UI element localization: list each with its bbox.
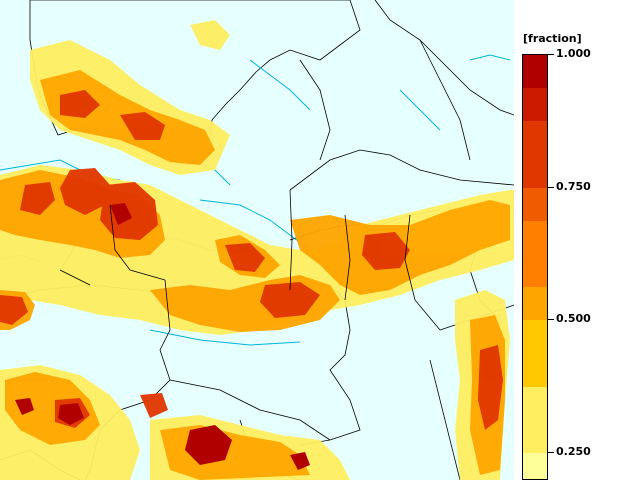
- colorbar-band: [523, 453, 547, 479]
- legend-title: [fraction]: [523, 32, 582, 45]
- colorbar-band: [523, 88, 547, 122]
- country-borders: [59, 189, 441, 351]
- colorbar-band: [523, 220, 547, 288]
- cloud-fraction-map: [0, 0, 514, 480]
- colorbar-tick-label: 0.750: [556, 179, 591, 193]
- colorbar-tick-label: 1.000: [556, 47, 591, 60]
- colorbar-band: [523, 287, 547, 321]
- colorbar-tick-label: 0.250: [556, 445, 591, 458]
- colorbar-band: [523, 320, 547, 387]
- colorbar-tick-mark: [548, 452, 554, 453]
- colorbar-band: [523, 121, 547, 188]
- colorbar-tick-mark: [548, 54, 554, 55]
- cloud-field-max: [15, 203, 310, 470]
- colorbar-band: [523, 55, 547, 89]
- colorbar-band: [523, 187, 547, 221]
- colorbar-tick-label: 0.500: [556, 312, 591, 326]
- colorbar-band: [523, 386, 547, 453]
- colorbar: [522, 54, 548, 480]
- colorbar-tick-mark: [548, 186, 554, 188]
- colorbar-tick-mark: [548, 319, 554, 321]
- cloud-field-high: [0, 90, 503, 430]
